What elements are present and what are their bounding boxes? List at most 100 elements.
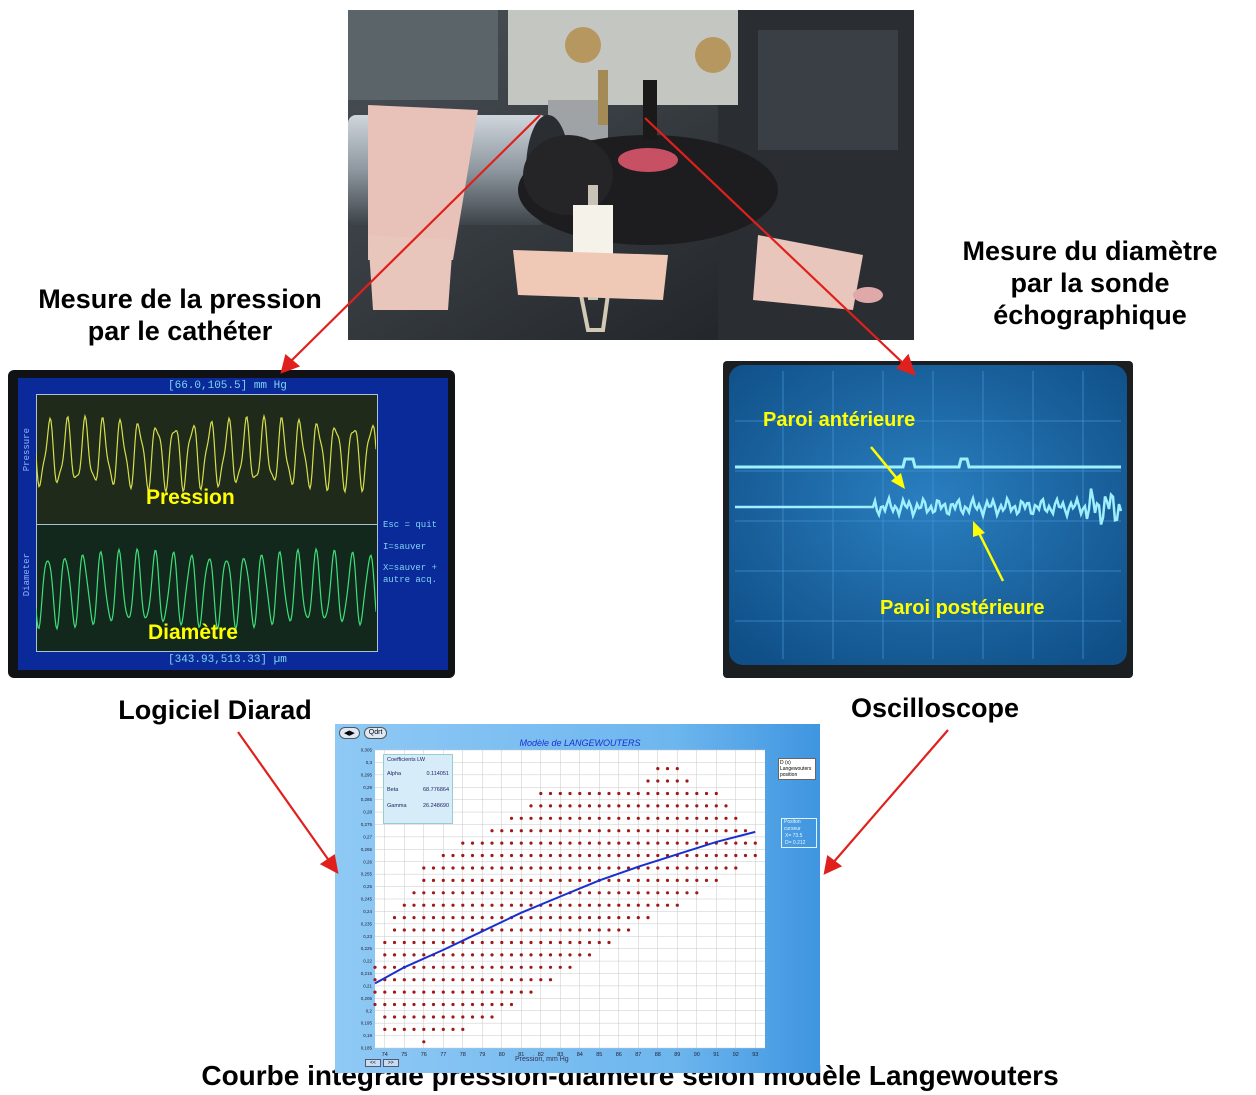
- data-point: [519, 978, 523, 982]
- data-point: [558, 878, 562, 882]
- data-point: [724, 841, 728, 845]
- data-point: [607, 928, 611, 932]
- quadrant-button[interactable]: Qdrt: [363, 727, 388, 739]
- data-point: [441, 940, 445, 945]
- data-point: [685, 829, 689, 833]
- data-point: [373, 990, 377, 994]
- data-point: [529, 866, 533, 870]
- data-point: [422, 878, 426, 882]
- x-tick-label: 93: [752, 1052, 758, 1058]
- data-point: [636, 891, 640, 895]
- data-point: [568, 841, 572, 845]
- data-point: [461, 891, 465, 895]
- data-point: [500, 965, 504, 969]
- data-point: [383, 1027, 387, 1031]
- data-point: [568, 916, 572, 920]
- data-point: [548, 965, 553, 969]
- data-point: [422, 953, 426, 957]
- data-point: [558, 891, 562, 895]
- data-point: [675, 866, 679, 870]
- data-point: [636, 829, 640, 833]
- data-point: [500, 916, 504, 920]
- toggle-button[interactable]: ◀▶: [339, 727, 360, 739]
- data-point: [480, 965, 484, 969]
- data-point: [587, 891, 592, 895]
- y-tick-label: 0,24: [363, 909, 372, 914]
- data-point: [383, 965, 387, 969]
- menu-save[interactable]: I=sauver: [383, 542, 427, 552]
- data-point: [519, 841, 523, 845]
- data-point: [714, 816, 718, 820]
- data-point: [422, 1015, 426, 1019]
- data-point: [558, 804, 562, 808]
- data-point: [383, 990, 387, 994]
- pressure-measure-label: Mesure de la pression par le cathéter: [10, 283, 350, 347]
- data-point: [714, 878, 718, 882]
- diarad-display: [66.0,105.5] mm Hg [343.93,513.33] µm Pr…: [18, 378, 448, 670]
- data-point: [402, 928, 406, 932]
- data-point: [626, 866, 631, 870]
- data-point: [617, 928, 621, 932]
- osc-top-trace: [735, 457, 1121, 469]
- data-point: [558, 903, 562, 907]
- data-point: [529, 816, 533, 820]
- y-tick-label: 0,23: [363, 934, 372, 939]
- data-point: [500, 841, 504, 845]
- data-point: [402, 1027, 406, 1031]
- menu-quit[interactable]: Esc = quit: [383, 520, 438, 530]
- data-point: [695, 816, 699, 820]
- coef-row-gamma: Gamma 26.248690: [387, 803, 449, 809]
- data-point: [548, 916, 553, 920]
- data-point: [500, 928, 504, 932]
- data-point: [490, 1015, 494, 1019]
- data-point: [500, 940, 504, 945]
- coef-title: Coefficients LW: [387, 757, 426, 763]
- data-point: [373, 965, 377, 969]
- data-point: [490, 953, 494, 957]
- y-tick-label: 0,29: [363, 785, 372, 790]
- data-point: [665, 841, 670, 845]
- data-point: [656, 816, 660, 820]
- x-tick-label: 75: [401, 1052, 407, 1058]
- data-point: [695, 841, 699, 845]
- data-point: [578, 928, 582, 932]
- data-point: [519, 953, 523, 957]
- data-point: [461, 866, 465, 870]
- langewouters-window: ◀▶ Qdrt Modèle de LANGEWOUTERS 74 75 76 77 7…: [335, 724, 820, 1073]
- data-point: [695, 791, 699, 796]
- data-point: [490, 928, 494, 932]
- data-point: [490, 866, 494, 870]
- data-point: [529, 829, 533, 833]
- data-point: [626, 841, 631, 845]
- data-point: [704, 878, 709, 882]
- data-point: [617, 891, 621, 895]
- next-button[interactable]: >>: [382, 1059, 399, 1067]
- data-point: [558, 916, 562, 920]
- data-point: [539, 916, 543, 920]
- data-point: [685, 779, 689, 783]
- data-point: [480, 866, 484, 870]
- data-point: [665, 866, 670, 870]
- data-point: [607, 841, 611, 845]
- data-point: [734, 841, 738, 845]
- data-point: [441, 866, 445, 870]
- data-point: [490, 878, 494, 882]
- data-point: [558, 965, 562, 969]
- data-point: [578, 953, 582, 957]
- data-point: [451, 928, 455, 932]
- top-buttons: ◀▶ Qdrt: [339, 727, 388, 739]
- prev-button[interactable]: <<: [365, 1059, 381, 1067]
- data-point: [714, 866, 718, 870]
- data-point: [480, 1015, 484, 1019]
- data-point: [519, 990, 523, 994]
- data-point: [607, 940, 611, 945]
- data-point: [412, 1002, 416, 1007]
- data-point: [597, 928, 601, 932]
- data-point: [373, 978, 377, 982]
- data-point: [597, 853, 601, 858]
- data-point: [656, 829, 660, 833]
- data-point: [568, 928, 572, 932]
- data-point: [548, 878, 553, 882]
- menu-save-new[interactable]: X=sauver +: [383, 563, 438, 573]
- data-point: [383, 1015, 387, 1019]
